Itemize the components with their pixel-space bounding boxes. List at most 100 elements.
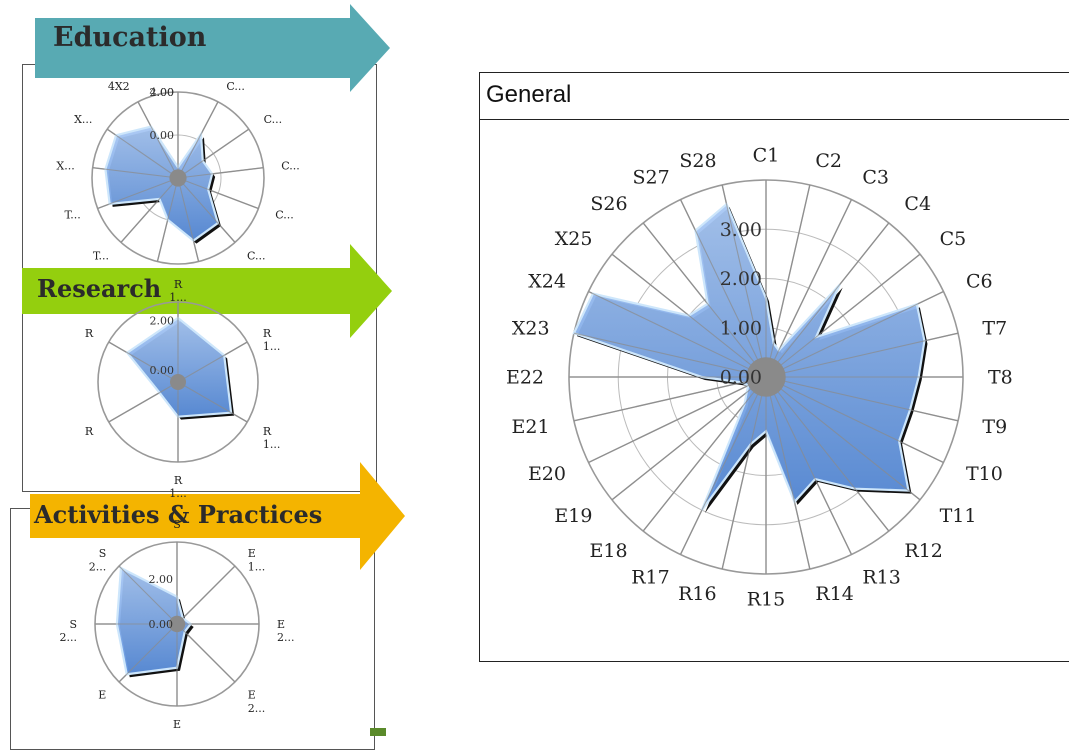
radar-axis-overlay [680,199,767,378]
radar-category-sublabel: 2... [89,560,107,573]
radar-axis-overlay [118,623,178,683]
radar-category-label: E21 [512,416,550,438]
radar-category-label: R [263,425,272,438]
radar-tick-label: 0.00 [149,618,174,631]
radar-axis-overlay [156,177,179,262]
radar-axis-overlay [177,381,248,423]
radar-axis-overlay [765,376,811,570]
radar-category-label: S28 [679,150,716,172]
radar-axis-overlay [177,177,259,210]
research-banner-title: Research [37,274,162,303]
radar-tick-label: 2.00 [150,86,175,99]
activities-banner: Activities & Practices [30,462,405,570]
radar-category-label: C... [264,113,283,126]
radar-category-label: E20 [528,463,566,485]
radar-category-sublabel: 1... [248,560,266,573]
radar-category-label: S [69,618,77,631]
radar-tick-label: 2.00 [149,573,174,586]
research-banner-arrow [22,244,392,338]
radar-axis-overlay [177,167,264,179]
radar-category-label: X... [74,113,92,126]
radar-category-label: X25 [555,228,593,250]
radar-category-label: T... [93,250,109,263]
radar-axis-overlay [765,332,959,378]
education-banner: Education [35,4,390,92]
radar-axis-overlay [642,222,767,378]
radar-category-sublabel: 1... [263,438,281,451]
radar-category-label: R14 [815,583,853,605]
radar-tick-label: 0.00 [150,364,175,377]
radar-category-label: C3 [862,167,889,189]
radar-category-label: C6 [966,270,993,292]
radar-axis-overlay [573,376,767,422]
education-banner-arrow [35,4,390,92]
radar-axis-overlay [765,222,890,378]
radar-category-label: T... [65,209,81,222]
radar-axis-overlay [765,291,944,378]
radar-category-label: R [85,327,94,340]
radar-category-label: E [248,547,256,560]
radar-category-label: C4 [904,193,931,215]
radar-tick-label: 0.00 [150,129,175,142]
radar-axis-overlay [177,177,200,262]
radar-category-label: E [277,618,285,631]
radar-category-label: S27 [632,167,669,189]
radar-center-hub [170,374,186,390]
radar-category-label: E [98,689,106,702]
radar-category-label: S [173,518,181,531]
radar-axis-overlay [765,376,944,463]
radar-category-label: X24 [528,270,566,292]
radar-category-label: X... [56,159,74,172]
radar-axis-overlay [642,376,767,532]
radar-category-label: E [248,689,256,702]
radar-category-label: R [263,327,272,340]
radar-axis-overlay [588,376,767,463]
radar-category-label: T8 [988,367,1013,389]
radar-axis-overlay [176,623,236,683]
research-banner: Research [22,244,392,338]
general-chart-header: General [479,72,1069,120]
radar-category-label: R12 [904,540,942,562]
radar-category-label: C... [247,250,266,263]
radar-category-sublabel: 1... [169,291,187,304]
radar-category-label: R [174,278,183,291]
radar-category-label: C... [226,80,245,93]
radar-category-label: R15 [747,589,785,611]
radar-category-sublabel: 2... [277,631,295,644]
radar-axis-overlay [137,101,179,179]
radar-axis-overlay [765,184,811,378]
radar-tick-label: 4.00 [150,86,175,99]
radar-tick-label: 3.00 [720,219,762,241]
radar-axis-overlay [108,341,179,383]
radar-axis-overlay [118,565,178,625]
radar-axis-overlay [573,332,767,378]
radar-axis-overlay [765,376,890,532]
education-banner-title: Education [53,22,207,53]
radar-category-label: R [85,425,94,438]
radar-tick-label: 0.00 [720,367,762,389]
radar-axis-overlay [177,177,236,243]
radar-category-label: S26 [590,193,627,215]
radar-category-label: R [174,474,183,487]
radar-axis-overlay [177,101,219,179]
radar-center-hub [168,615,186,633]
radar-category-label: R17 [631,567,669,589]
general-chart-frame [479,119,1069,662]
radar-category-label: T10 [966,463,1003,485]
radar-category-label: E18 [590,540,628,562]
radar-axis-overlay [108,381,179,423]
radar-category-label: C... [281,159,300,172]
radar-category-sublabel: 1... [169,487,187,500]
radar-axis-overlay [176,565,236,625]
activities-banner-arrow [30,462,405,570]
radar-axis-overlay [680,376,767,555]
radar-axis-overlay [611,376,767,501]
radar-category-label: R13 [862,567,900,589]
radar-tick-label: 2.00 [150,314,175,327]
radar-category-label: C1 [753,145,780,167]
radar-axis-overlay [765,376,921,501]
radar-axis-overlay [106,128,179,179]
radar-category-label: T9 [982,416,1007,438]
